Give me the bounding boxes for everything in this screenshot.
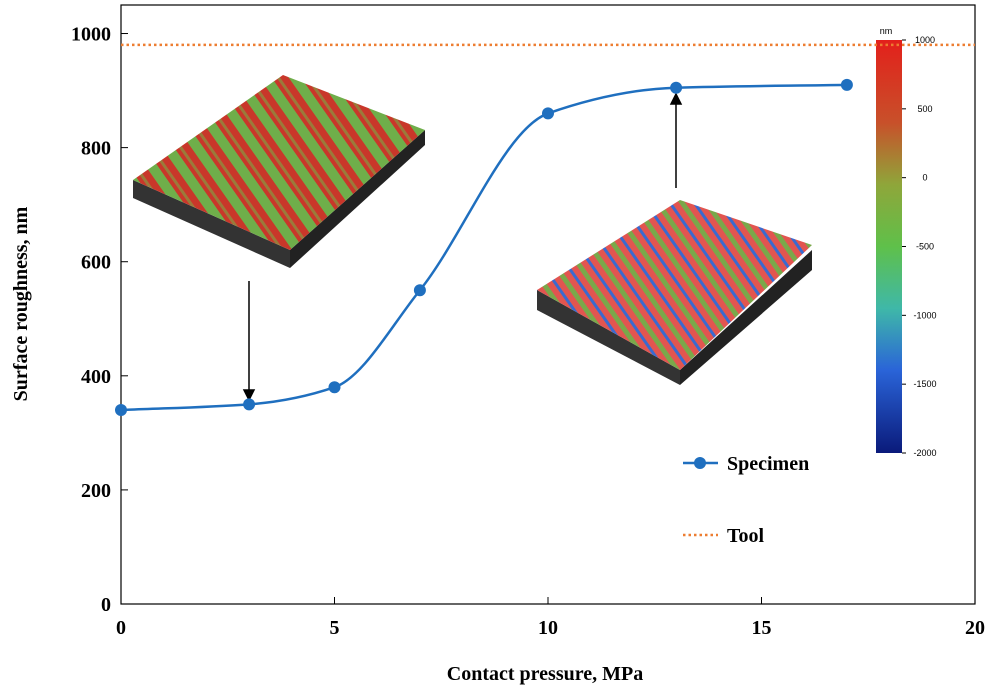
x-axis-label: Contact pressure, MPa [447, 663, 643, 685]
y-tick-label: 1000 [71, 24, 111, 46]
colorbar-tick-label: 0 [922, 173, 927, 183]
surface-inset-low [133, 75, 425, 268]
chart: nm Contact pressure, MPa Surface roughne… [0, 0, 992, 693]
colorbar-tick-label: -500 [916, 242, 934, 252]
colorbar-tick-label: -1000 [913, 310, 936, 320]
data-point [243, 398, 255, 410]
x-tick-label: 0 [116, 617, 126, 639]
surface-inset-high [537, 200, 812, 385]
y-tick-label: 800 [81, 138, 111, 160]
legend-marker [694, 457, 706, 469]
y-tick-label: 600 [81, 252, 111, 274]
y-tick-label: 0 [101, 594, 111, 616]
legend-label: Specimen [727, 453, 809, 475]
colorbar [876, 40, 902, 453]
colorbar-tick-label: 1000 [915, 35, 935, 45]
data-point [542, 107, 554, 119]
y-tick-label: 200 [81, 480, 111, 502]
y-axis-label: Surface roughness, nm [10, 206, 32, 401]
colorbar-tick-label: -2000 [913, 448, 936, 458]
y-tick-label: 400 [81, 366, 111, 388]
data-point [841, 79, 853, 91]
x-tick-label: 20 [965, 617, 985, 639]
data-point [670, 82, 682, 94]
data-point [115, 404, 127, 416]
data-point [414, 284, 426, 296]
colorbar-tick-label: 500 [917, 104, 932, 114]
x-tick-label: 10 [538, 617, 558, 639]
data-point [329, 381, 341, 393]
colorbar-label: nm [880, 26, 893, 36]
colorbar-tick-label: -1500 [913, 379, 936, 389]
legend-label: Tool [727, 525, 765, 547]
x-tick-label: 15 [752, 617, 772, 639]
x-tick-label: 5 [330, 617, 340, 639]
